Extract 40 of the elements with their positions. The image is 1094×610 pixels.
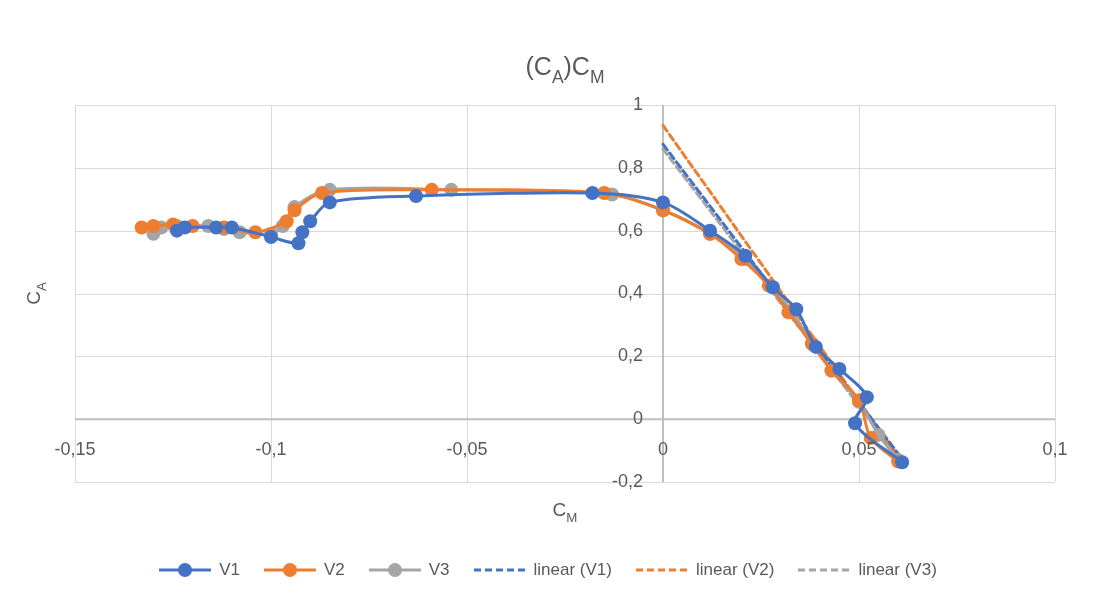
y-axis-title: CA — [23, 282, 49, 305]
y-tick-label: 0,8 — [617, 156, 643, 177]
y-tick-label: 0 — [632, 408, 643, 429]
point — [895, 455, 910, 470]
x-tick-label: -0,15 — [54, 439, 96, 460]
point — [295, 225, 310, 240]
point — [209, 220, 224, 235]
point — [279, 214, 294, 229]
legend-label: V3 — [428, 560, 450, 580]
x-tick-label: 0,05 — [841, 439, 877, 460]
y-tick-label: 0,2 — [617, 345, 643, 366]
point — [146, 218, 161, 233]
y-tick-label: 0,4 — [617, 282, 643, 303]
point — [848, 416, 863, 431]
point — [134, 220, 149, 235]
x-tick-label: 0,1 — [1042, 439, 1068, 460]
x-tick-label: -0,05 — [446, 439, 488, 460]
y-tick-label: 0,6 — [617, 219, 643, 240]
point — [789, 302, 804, 317]
x-tick-label: 0 — [657, 439, 669, 460]
y-tick-label: -0,2 — [611, 470, 643, 491]
point — [832, 361, 847, 376]
point — [859, 390, 874, 405]
point — [177, 220, 192, 235]
point — [409, 189, 424, 204]
point — [291, 236, 306, 251]
point — [656, 195, 670, 210]
point — [303, 214, 318, 229]
legend-label: V1 — [219, 560, 240, 580]
point — [224, 220, 239, 235]
legend-label: linear (V1) — [533, 560, 612, 580]
legend-label: V2 — [323, 560, 345, 580]
y-tick-label: 1 — [632, 93, 643, 114]
legend-label: linear (V2) — [695, 560, 775, 580]
point — [808, 339, 823, 354]
point — [314, 185, 329, 200]
point — [585, 185, 600, 200]
x-tick-label: -0,1 — [255, 439, 287, 460]
legend-label: linear (V3) — [858, 560, 937, 580]
point — [322, 195, 337, 210]
